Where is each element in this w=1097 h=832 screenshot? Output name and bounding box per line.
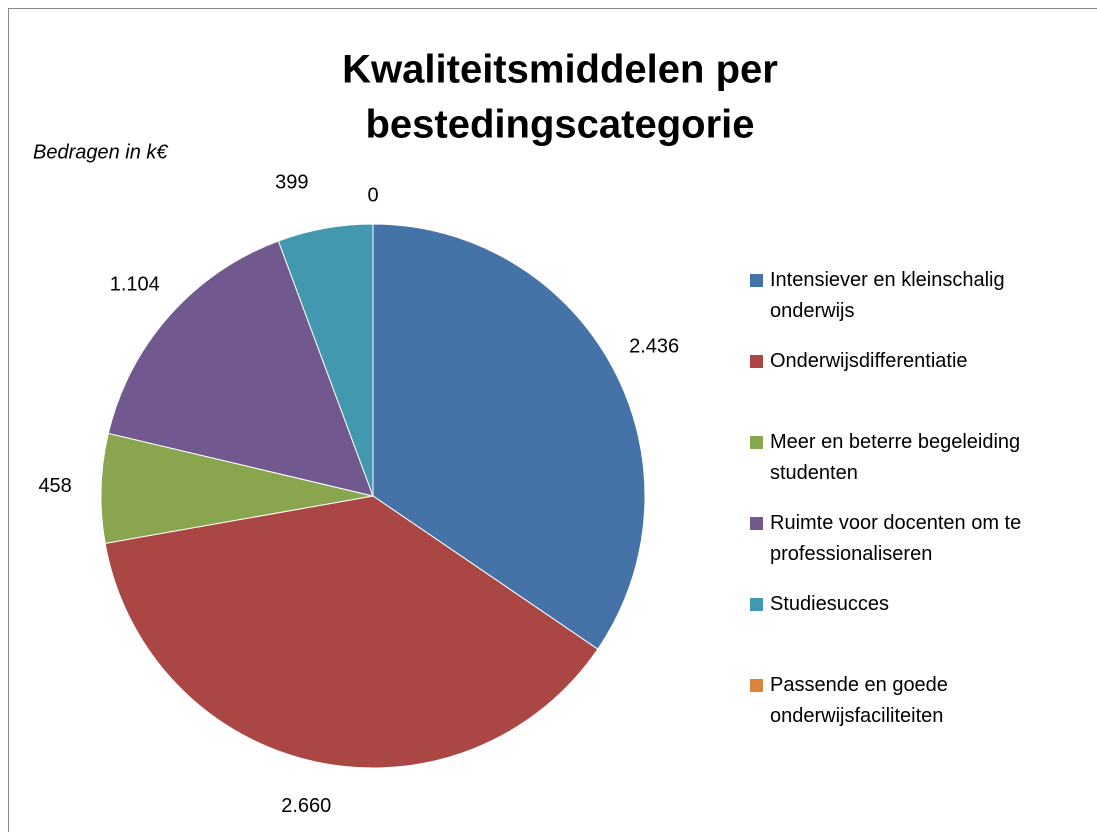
chart-subtitle: Bedragen in k€ <box>33 141 168 163</box>
legend-item: Ruimte voor docenten om te professionali… <box>750 508 1090 570</box>
data-label: 1.104 <box>110 274 160 296</box>
data-label: 458 <box>38 475 71 497</box>
pie-slice <box>104 495 599 769</box>
legend-item: Studiesucces <box>750 589 1090 620</box>
legend-swatch <box>750 274 763 287</box>
legend-item: Onderwijsdifferentiatie <box>750 346 1090 377</box>
pie-slice <box>107 240 374 497</box>
legend-item: Meer en beterre begeleiding studenten <box>750 427 1090 489</box>
legend-swatch <box>750 598 763 611</box>
legend-item: Intensiever en kleinschalig onderwijs <box>750 265 1090 327</box>
legend-label: Onderwijsdifferentiatie <box>770 350 968 372</box>
pie-slice <box>372 223 646 650</box>
legend-swatch <box>750 517 763 530</box>
legend-label: Passende en goede onderwijsfaciliteiten <box>770 674 948 727</box>
legend-swatch <box>750 436 763 449</box>
data-label: 0 <box>367 184 378 206</box>
legend-swatch <box>750 355 763 368</box>
legend-label: Meer en beterre begeleiding studenten <box>770 431 1021 484</box>
legend-label: Intensiever en kleinschalig onderwijs <box>770 269 1005 322</box>
legend-label: Ruimte voor docenten om te professionali… <box>770 512 1022 565</box>
chart-title-line2: bestedingscategorie <box>365 103 754 147</box>
pie-slice <box>100 432 374 544</box>
data-label: 399 <box>275 171 308 193</box>
data-label: 2.660 <box>281 795 331 817</box>
legend-label: Studiesucces <box>770 593 889 615</box>
legend-item: Passende en goede onderwijsfaciliteiten <box>750 670 1090 732</box>
chart-title-line1: Kwaliteitsmiddelen per <box>342 48 778 92</box>
data-label: 2.436 <box>629 336 679 358</box>
legend-swatch <box>750 679 763 692</box>
